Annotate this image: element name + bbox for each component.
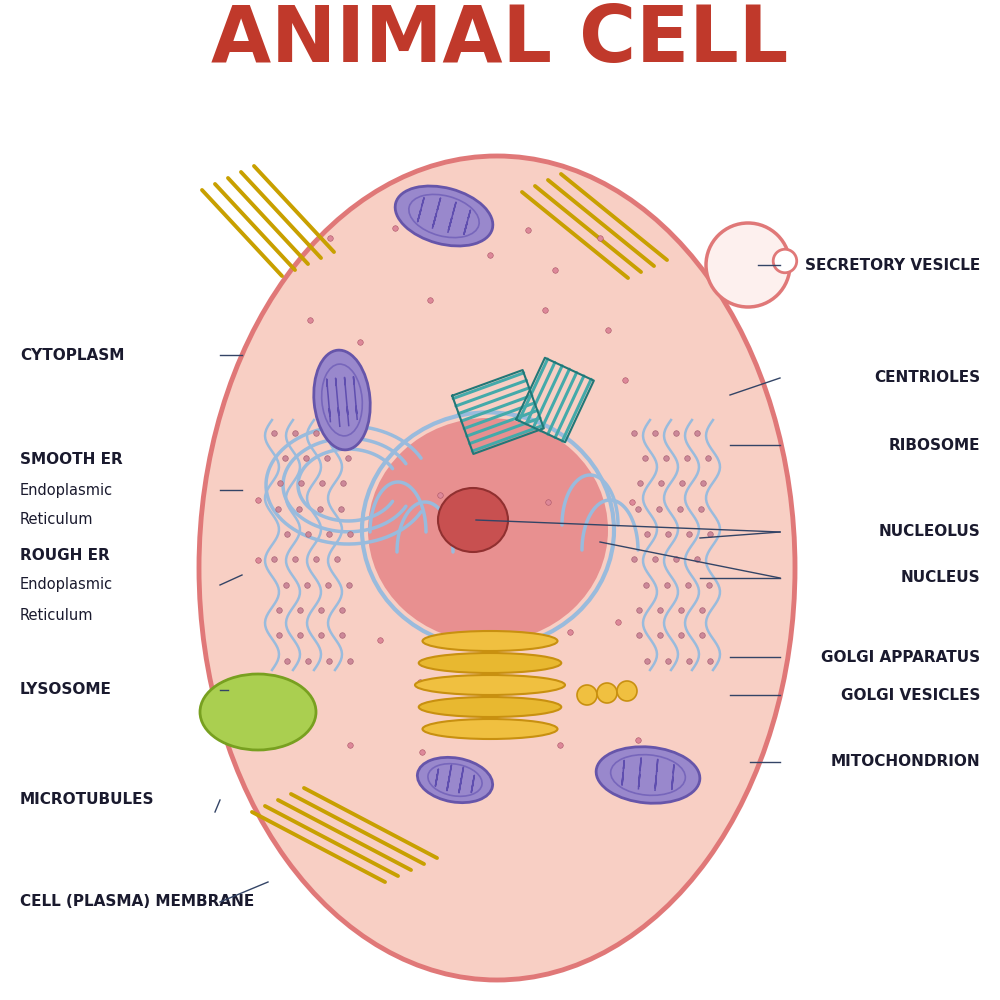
Ellipse shape xyxy=(415,675,565,695)
Text: SECRETORY VESICLE: SECRETORY VESICLE xyxy=(805,257,980,272)
Text: ANIMAL CELL: ANIMAL CELL xyxy=(211,2,789,78)
Text: MITOCHONDRION: MITOCHONDRION xyxy=(830,754,980,770)
Text: GOLGI VESICLES: GOLGI VESICLES xyxy=(841,688,980,702)
Ellipse shape xyxy=(422,719,558,739)
Text: NUCLEUS: NUCLEUS xyxy=(900,570,980,585)
Text: MICROTUBULES: MICROTUBULES xyxy=(20,792,154,808)
Ellipse shape xyxy=(314,350,370,450)
Ellipse shape xyxy=(438,488,508,552)
Ellipse shape xyxy=(368,418,608,642)
Circle shape xyxy=(577,685,597,705)
Ellipse shape xyxy=(200,674,316,750)
Text: CELL (PLASMA) MEMBRANE: CELL (PLASMA) MEMBRANE xyxy=(20,894,254,910)
Text: SMOOTH ER: SMOOTH ER xyxy=(20,452,123,468)
Text: NUCLEOLUS: NUCLEOLUS xyxy=(878,524,980,540)
Text: Reticulum: Reticulum xyxy=(20,607,94,622)
Text: ROUGH ER: ROUGH ER xyxy=(20,548,110,562)
Text: Endoplasmic: Endoplasmic xyxy=(20,577,113,592)
Ellipse shape xyxy=(419,697,561,717)
Text: RIBOSOME: RIBOSOME xyxy=(889,438,980,452)
Ellipse shape xyxy=(419,653,561,673)
Text: Reticulum: Reticulum xyxy=(20,512,94,527)
Ellipse shape xyxy=(395,186,493,246)
Circle shape xyxy=(773,249,797,273)
Circle shape xyxy=(617,681,637,701)
Text: CYTOPLASM: CYTOPLASM xyxy=(20,348,124,362)
Ellipse shape xyxy=(417,757,493,803)
Circle shape xyxy=(706,223,790,307)
Circle shape xyxy=(597,683,617,703)
Text: LYSOSOME: LYSOSOME xyxy=(20,682,112,698)
Ellipse shape xyxy=(422,631,558,651)
Ellipse shape xyxy=(596,747,700,803)
Text: GOLGI APPARATUS: GOLGI APPARATUS xyxy=(821,650,980,664)
Text: Endoplasmic: Endoplasmic xyxy=(20,483,113,497)
Text: CENTRIOLES: CENTRIOLES xyxy=(874,370,980,385)
Ellipse shape xyxy=(199,156,795,980)
